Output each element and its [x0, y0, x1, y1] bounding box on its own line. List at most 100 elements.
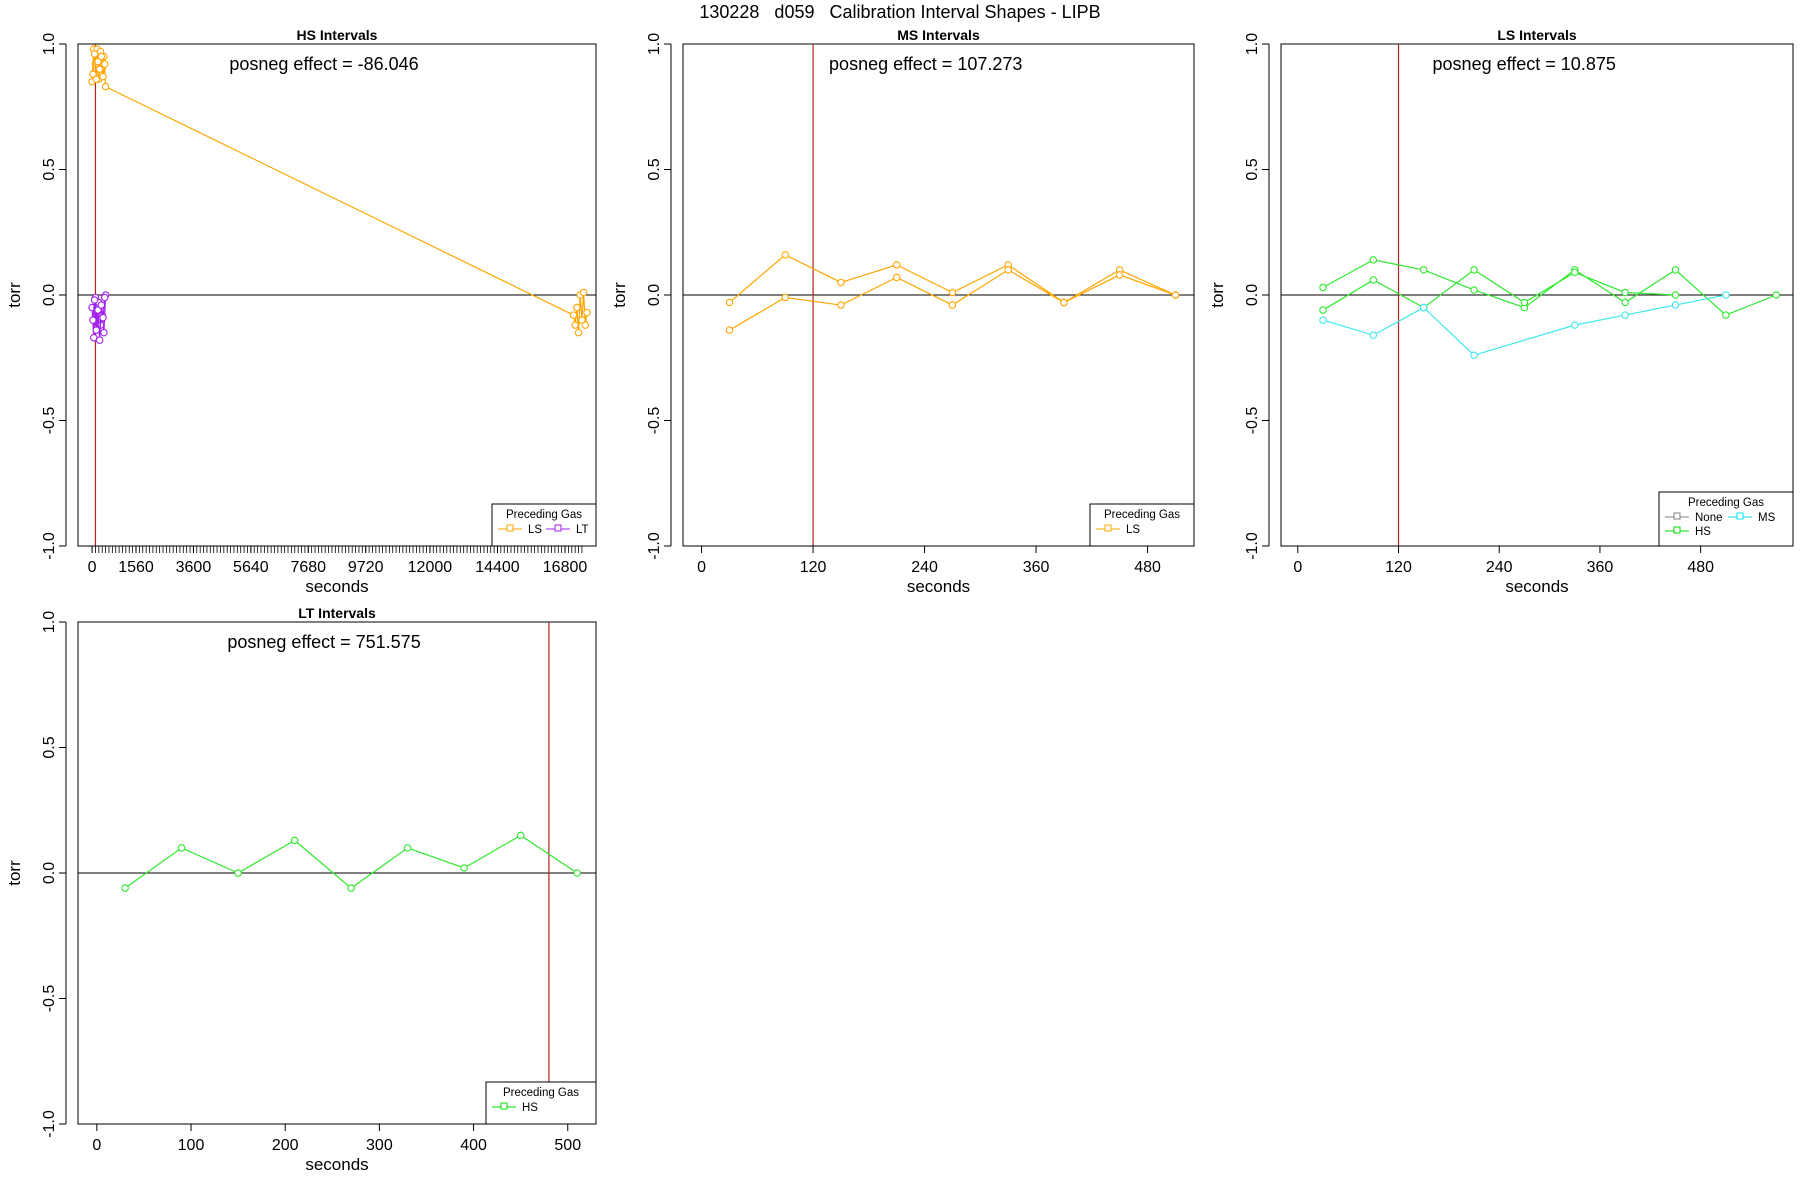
legend-key-marker — [506, 524, 514, 532]
y-tick-label: -0.5 — [1244, 407, 1261, 435]
chart-title: LS Intervals — [1497, 27, 1577, 43]
data-point — [581, 321, 590, 329]
data-point — [578, 316, 586, 324]
data-point — [1419, 303, 1428, 312]
x-tick-label: 480 — [1687, 559, 1714, 576]
data-point — [1470, 286, 1478, 294]
y-tick-label: 0.5 — [1244, 158, 1261, 180]
chart-title: HS Intervals — [297, 27, 378, 43]
series-line-hs — [1322, 259, 1777, 316]
x-tick-label: 200 — [272, 1137, 299, 1154]
data-point — [948, 301, 957, 309]
series-line-hs — [124, 834, 578, 889]
x-tick-label: 16800 — [543, 559, 588, 576]
legend-key-marker — [1673, 526, 1681, 534]
data-point — [90, 296, 99, 304]
data-point — [1171, 291, 1180, 299]
legend: Preceding Gas None MS HS — [1658, 491, 1794, 547]
x-axis-label: seconds — [1505, 577, 1568, 596]
data-point — [1369, 276, 1378, 284]
legend-title: Preceding Gas — [1688, 497, 1764, 509]
data-point — [837, 278, 845, 287]
legend-key-marker — [1736, 512, 1744, 520]
data-point — [579, 288, 588, 297]
data-point — [97, 52, 106, 61]
series-line-ls — [91, 48, 588, 333]
y-tick-label: 0.0 — [41, 862, 58, 884]
data-point — [95, 336, 104, 344]
y-tick-label: -1.0 — [1244, 532, 1261, 560]
y-tick-label: 0.0 — [646, 284, 663, 306]
data-point — [1419, 266, 1428, 274]
x-tick-label: 360 — [1587, 559, 1614, 576]
data-point — [892, 273, 901, 282]
y-tick-label: 0.5 — [646, 158, 663, 180]
x-axis-label: seconds — [305, 1155, 368, 1174]
data-point — [94, 57, 102, 66]
data-point — [100, 293, 109, 302]
y-tick-label: 1.0 — [1244, 33, 1261, 55]
data-point — [725, 298, 734, 307]
data-point — [1115, 271, 1124, 279]
data-point — [583, 308, 591, 317]
data-point — [234, 869, 242, 877]
y-tick-label: -0.5 — [646, 407, 663, 435]
y-tick-label: 1.0 — [646, 33, 663, 55]
x-tick-label: 360 — [1023, 559, 1050, 576]
data-point — [177, 844, 186, 852]
y-tick-label: -1.0 — [41, 1110, 58, 1138]
x-tick-label: 5640 — [233, 559, 269, 576]
x-tick-label: 100 — [178, 1137, 205, 1154]
data-point — [101, 82, 110, 91]
posneg-annotation: posneg effect = -86.046 — [229, 54, 418, 74]
x-tick-label: 300 — [366, 1137, 393, 1154]
data-point — [460, 864, 468, 872]
data-point — [1520, 298, 1529, 307]
x-tick-label: 7680 — [290, 559, 326, 576]
legend-title: Preceding Gas — [1104, 509, 1180, 521]
data-point — [1621, 288, 1629, 297]
legend-key-marker — [554, 524, 562, 532]
legend-key-marker — [1673, 512, 1681, 520]
data-point — [781, 251, 789, 259]
data-point — [89, 70, 97, 78]
legend-key-marker — [500, 1102, 508, 1110]
legend-title: Preceding Gas — [503, 1087, 579, 1099]
y-axis-label: torr — [610, 282, 629, 308]
legend-title: Preceding Gas — [506, 509, 582, 521]
x-tick-label: 0 — [88, 559, 97, 576]
data-point — [1470, 351, 1478, 359]
y-tick-label: -1.0 — [646, 532, 663, 560]
x-tick-label: 12000 — [408, 559, 453, 576]
chart-title: MS Intervals — [897, 27, 980, 43]
data-point — [1722, 311, 1730, 319]
data-point — [1470, 266, 1478, 274]
y-tick-label: 0.5 — [41, 158, 58, 180]
data-point — [97, 301, 106, 309]
data-point — [89, 316, 97, 324]
data-point — [574, 328, 583, 337]
x-tick-label: 240 — [911, 559, 938, 576]
posneg-annotation: posneg effect = 10.875 — [1433, 54, 1616, 74]
data-point — [100, 60, 109, 68]
y-tick-label: 0.0 — [1244, 284, 1261, 306]
series-line-ms — [1322, 294, 1726, 356]
chart-ms: MS Intervals posneg effect = 107.273 -1.0 -… — [610, 27, 1195, 596]
x-tick-label: 400 — [460, 1137, 487, 1154]
x-tick-label: 0 — [92, 1137, 101, 1154]
data-point — [99, 72, 107, 81]
data-point — [94, 306, 102, 314]
data-point — [516, 831, 525, 840]
data-point — [948, 288, 957, 297]
data-point — [1671, 291, 1680, 299]
data-point — [1060, 298, 1068, 307]
data-point — [1621, 298, 1629, 307]
series-line-hs — [1322, 269, 1676, 311]
legend-label: LS — [1126, 524, 1140, 536]
series-line-ls — [729, 269, 1176, 331]
data-point — [1571, 321, 1579, 329]
y-axis-label: torr — [5, 860, 24, 886]
y-tick-label: -0.5 — [41, 407, 58, 435]
data-point — [290, 836, 299, 845]
